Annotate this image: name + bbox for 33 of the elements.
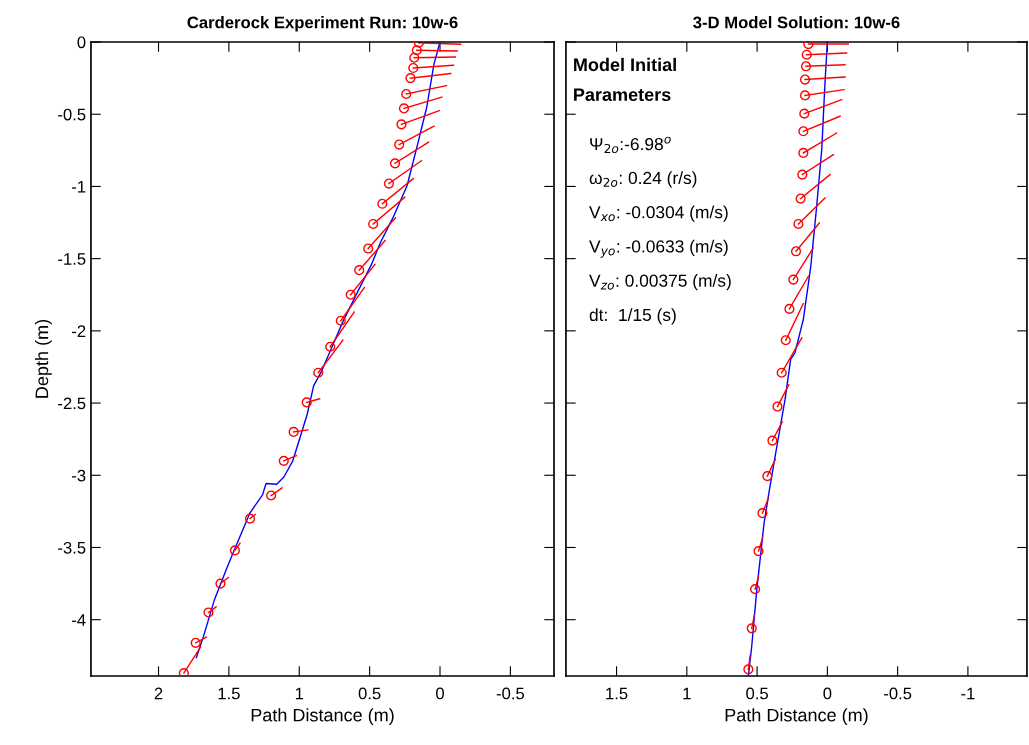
annotation: dt: 1/15 (s) [589,308,676,325]
x-tick-label: -1 [961,687,975,700]
x-tick-label: 1 [295,687,304,700]
y-tick-label: -0.5 [58,108,86,121]
y-tick-label: 0 [77,36,86,49]
y-tick-label: -1 [72,181,86,193]
x-tick-label: -0.5 [884,687,912,700]
annotation: V$_{yo}$: -0.0633 (m/s) [589,239,728,258]
y-tick-label: -4 [72,614,86,626]
x-tick-label: 0 [823,687,832,700]
x-tick-label: 0.5 [358,687,381,700]
y-tick-label: -1.5 [58,253,86,265]
chart-title: 3-D Model Solution: 10w-6 [693,16,900,29]
y-tick-label: -3 [72,469,86,482]
annotation: V$_{xo}$: -0.0304 (m/s) [589,205,728,222]
x-tick-label: 1.5 [218,687,240,700]
x-tick-label: 0 [436,687,444,700]
x-tick-label: 2 [154,687,163,700]
x-tick-label: -0.5 [496,687,525,700]
chart-title: Carderock Experiment Run: 10w-6 [187,16,458,32]
y-tick-label: -3.5 [58,541,86,554]
x-tick-label: 1 [683,687,691,700]
y-tick-label: -2 [72,325,86,337]
annotation: ω$_{2o}$: 0.24 (r/s) [589,171,697,188]
x-tick-label: 0.5 [746,687,768,700]
x-axis-title: Path Distance (m) [725,708,868,726]
x-tick-label: 1.5 [606,687,628,700]
y-axis-title: Depth (m) [35,320,52,398]
y-tick-label: -2.5 [58,397,86,410]
annotation: Model Initial Parameters [574,57,676,102]
annotation: V$_{zo}$: 0.00375 (m/s) [589,274,731,291]
x-axis-title: Path Distance (m) [251,708,394,726]
annotation: Ψ$_{2o}$:-6.98$^{o}$ [590,136,671,154]
